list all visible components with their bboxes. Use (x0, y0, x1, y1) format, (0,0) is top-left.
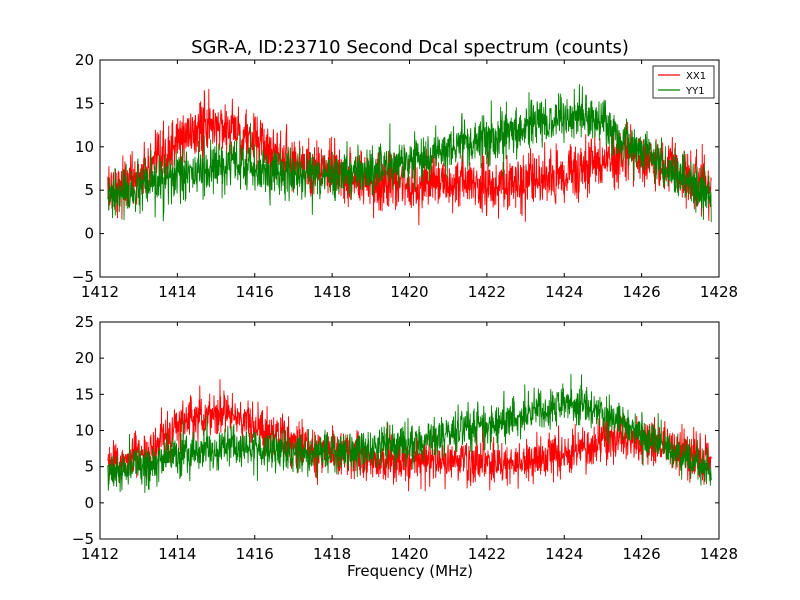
series-line-xx1 (107, 379, 712, 492)
y-tick-label: 20 (75, 51, 94, 69)
legend-box (652, 65, 715, 99)
x-tick-label: 1426 (623, 545, 661, 563)
x-tick-label: 1428 (700, 283, 738, 301)
x-tick-label: 1422 (468, 545, 506, 563)
series-group (107, 84, 712, 226)
series-group (107, 373, 712, 493)
x-tick-label: 1420 (390, 283, 428, 301)
y-tick-label: 25 (75, 313, 94, 331)
x-tick-label: 1412 (81, 545, 119, 563)
x-tick-label: 1424 (545, 283, 583, 301)
y-tick-label: 0 (84, 494, 94, 512)
x-tick-label: 1412 (81, 283, 119, 301)
y-tick-label: 0 (84, 225, 94, 243)
y-tick-label: 15 (75, 94, 94, 112)
x-tick-label: 1418 (313, 545, 351, 563)
y-tick-label: 10 (75, 138, 94, 156)
y-tick-label: −5 (72, 530, 94, 548)
y-tick-label: 20 (75, 349, 94, 367)
x-tick-label: 1426 (623, 283, 661, 301)
series-line-yy1 (107, 373, 712, 493)
bottom-panel: 1412 1414 1416 1418 1420 1422 1424 1426 1428 −5 0 5… (72, 313, 738, 563)
y-tick-label: −5 (72, 268, 94, 286)
y-tick-label: 15 (75, 385, 94, 403)
x-tick-label: 1414 (158, 545, 196, 563)
top-panel: 1412 1414 1416 1418 1420 1422 1424 1426 1428 −5 0 5… (72, 51, 738, 301)
x-tick-label: 1414 (158, 283, 196, 301)
x-tick-label: 1424 (545, 545, 583, 563)
x-tick-label: 1418 (313, 283, 351, 301)
x-tick-label: 1422 (468, 283, 506, 301)
series-line-yy1 (107, 84, 712, 223)
x-tick-label: 1428 (700, 545, 738, 563)
legend-label-xx1: XX1 (686, 71, 706, 82)
y-tick-label: 5 (84, 458, 94, 476)
series-line-xx1 (107, 88, 712, 226)
x-axis-label: Frequency (MHz) (347, 562, 473, 580)
x-tick-label: 1416 (236, 283, 274, 301)
legend-label-yy1: YY1 (685, 86, 705, 97)
y-tick-label: 10 (75, 422, 94, 440)
x-tick-label: 1420 (390, 545, 428, 563)
chart-title: SGR-A, ID:23710 Second Dcal spectrum (co… (191, 37, 629, 58)
y-tick-label: 5 (84, 181, 94, 199)
x-tick-label: 1416 (236, 545, 274, 563)
